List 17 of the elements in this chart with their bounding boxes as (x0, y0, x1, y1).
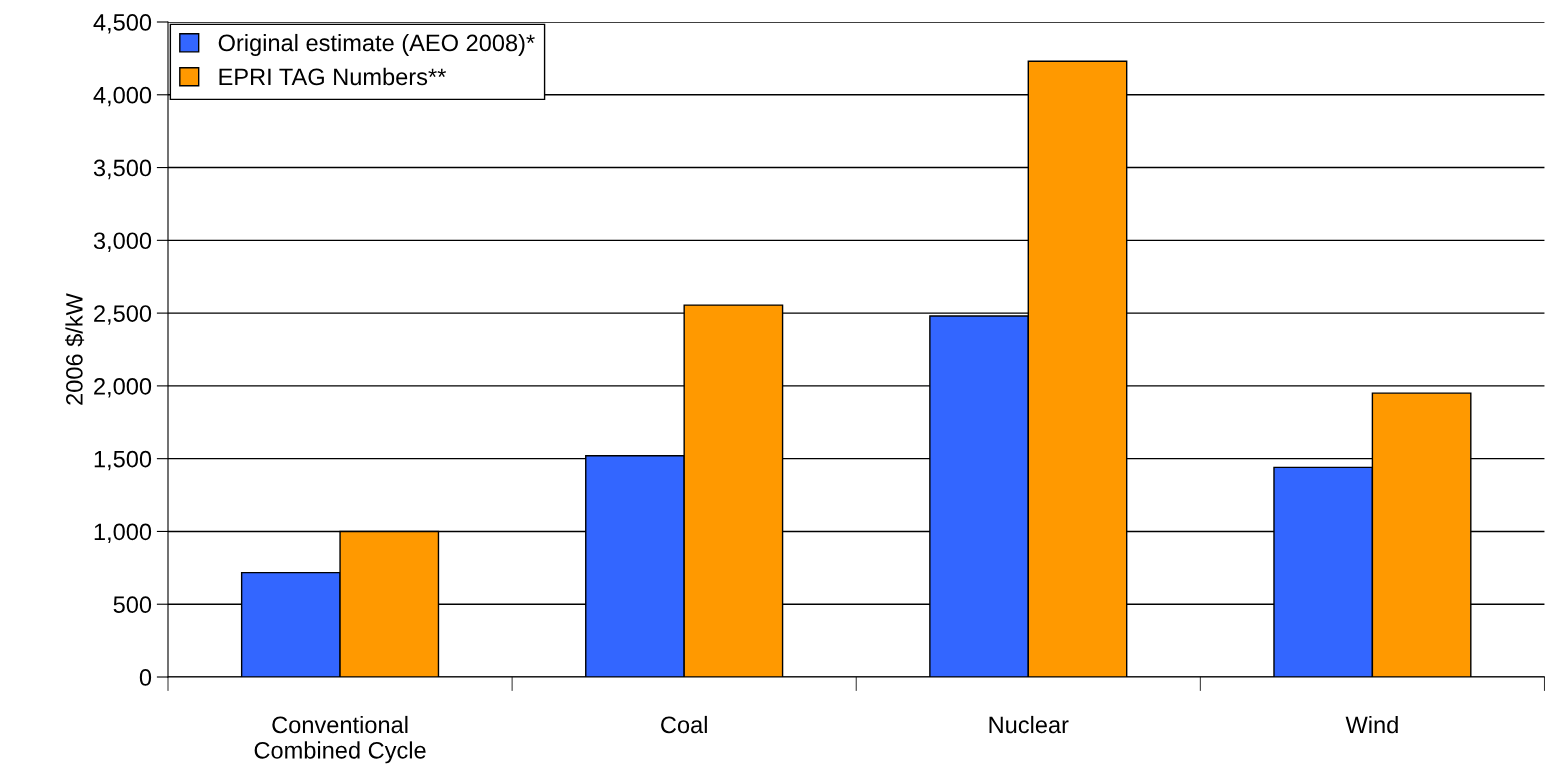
y-tick-label: 4,500 (93, 14, 152, 34)
y-tick-label: 2,000 (94, 377, 152, 398)
x-tick-label: Coal (661, 715, 707, 734)
x-tick-label: Wind (1345, 715, 1398, 734)
y-tick-label: 500 (113, 596, 152, 614)
y-tick-label: 3,500 (93, 159, 152, 180)
x-tick-label: Conventional Combined Cycle (254, 715, 426, 764)
x-tick-label: Nuclear (989, 715, 1069, 734)
y-tick-label: 1,000 (94, 523, 152, 544)
y-tick-label: 2,500 (94, 305, 152, 325)
y-tick-label: 1,500 (94, 450, 152, 471)
y-tick-label: 3,000 (93, 232, 152, 252)
legend-label: Original estimate (AEO 2008)* (218, 33, 535, 56)
y-axis-title: 2006 $/kW (65, 293, 85, 405)
legend-label: EPRI TAG Numbers** (219, 67, 446, 86)
y-tick-label: 4,000 (93, 86, 152, 107)
y-tick-label: 0 (139, 669, 152, 686)
